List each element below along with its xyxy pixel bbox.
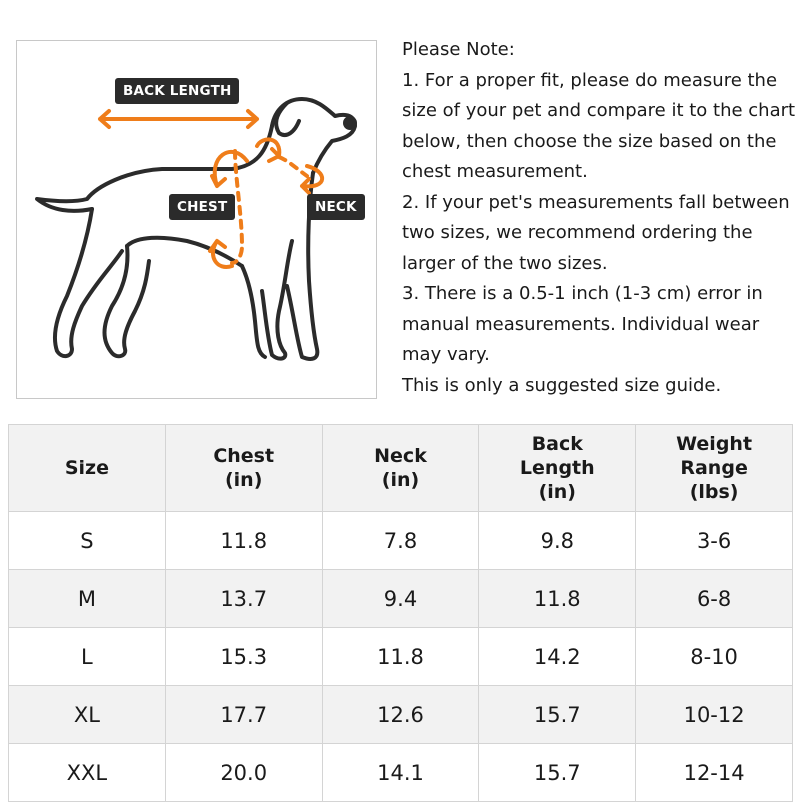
header-weight-range: Weight Range (lbs) <box>635 424 793 512</box>
dog-outline-icon <box>35 97 357 361</box>
cell-chest: 15.3 <box>164 627 323 686</box>
header-unit: (in) <box>381 469 420 491</box>
cell-back-length: 14.2 <box>478 627 637 686</box>
size-chart-table: Size Chest (in) Neck (in) Back Length (in) W… <box>8 424 793 802</box>
cell-size: XXL <box>8 743 166 802</box>
cell-back-length: 15.7 <box>478 743 637 802</box>
header-text: Size <box>64 457 109 479</box>
cell-weight-range: 10-12 <box>635 685 793 744</box>
neck-label: NECK <box>307 194 365 220</box>
notes-heading: Please Note: <box>402 39 515 60</box>
cell-neck: 12.6 <box>321 685 480 744</box>
cell-neck: 11.8 <box>321 627 480 686</box>
header-text: Back <box>531 433 583 455</box>
cell-weight-range: 8-10 <box>635 627 793 686</box>
header-back-length: Back Length (in) <box>478 424 637 512</box>
cell-back-length: 9.8 <box>478 511 637 570</box>
cell-chest: 13.7 <box>164 569 323 628</box>
table-row: XXL 20.0 14.1 15.7 12-14 <box>8 743 793 802</box>
notes-line: size of your pet and compare it to the c… <box>402 100 796 121</box>
cell-chest: 20.0 <box>164 743 323 802</box>
header-text: Chest <box>213 445 275 467</box>
cell-weight-range: 3-6 <box>635 511 793 570</box>
back-length-label: BACK LENGTH <box>115 78 240 104</box>
table-header-row: Size Chest (in) Neck (in) Back Length (in) W… <box>8 424 793 512</box>
cell-neck: 7.8 <box>321 511 480 570</box>
size-notes: Please Note: 1. For a proper fit, please… <box>402 35 797 401</box>
header-text: Weight <box>676 433 753 455</box>
cell-neck: 9.4 <box>321 569 480 628</box>
header-unit: (in) <box>224 469 263 491</box>
chest-label: CHEST <box>169 194 236 220</box>
cell-size: S <box>8 511 166 570</box>
notes-line: 2. If your pet's measurements fall betwe… <box>402 191 790 213</box>
header-text: Neck <box>374 445 427 467</box>
header-size: Size <box>8 424 166 512</box>
notes-line: may vary. <box>402 344 490 365</box>
header-unit: (lbs) <box>689 481 739 503</box>
header-text: Range <box>680 457 748 479</box>
table-row: L 15.3 11.8 14.2 8-10 <box>8 627 793 686</box>
cell-weight-range: 12-14 <box>635 743 793 802</box>
header-neck: Neck (in) <box>321 424 480 512</box>
notes-line: below, then choose the size based on the <box>402 130 777 152</box>
notes-line: 1. For a proper fit, please do measure t… <box>402 69 778 91</box>
notes-line: chest measurement. <box>402 161 588 182</box>
cell-chest: 11.8 <box>164 511 323 570</box>
dog-measurement-illustration: BACK LENGTH CHEST NECK <box>16 40 377 399</box>
table-row: XL 17.7 12.6 15.7 10-12 <box>8 685 793 744</box>
cell-weight-range: 6-8 <box>635 569 793 628</box>
notes-line: manual measurements. Individual wear <box>402 313 760 335</box>
cell-neck: 14.1 <box>321 743 480 802</box>
header-text: Length <box>519 457 595 479</box>
cell-size: L <box>8 627 166 686</box>
notes-line: This is only a suggested size guide. <box>402 374 722 396</box>
table-row: M 13.7 9.4 11.8 6-8 <box>8 569 793 628</box>
table-row: S 11.8 7.8 9.8 3-6 <box>8 511 793 570</box>
cell-size: M <box>8 569 166 628</box>
notes-line: 3. There is a 0.5-1 inch (1-3 cm) error … <box>402 283 763 304</box>
cell-size: XL <box>8 685 166 744</box>
notes-line: larger of the two sizes. <box>402 252 608 274</box>
cell-back-length: 11.8 <box>478 569 637 628</box>
notes-line: two sizes, we recommend ordering the <box>402 222 753 243</box>
header-chest: Chest (in) <box>164 424 323 512</box>
cell-back-length: 15.7 <box>478 685 637 744</box>
header-unit: (in) <box>538 481 576 503</box>
cell-chest: 17.7 <box>164 685 323 744</box>
